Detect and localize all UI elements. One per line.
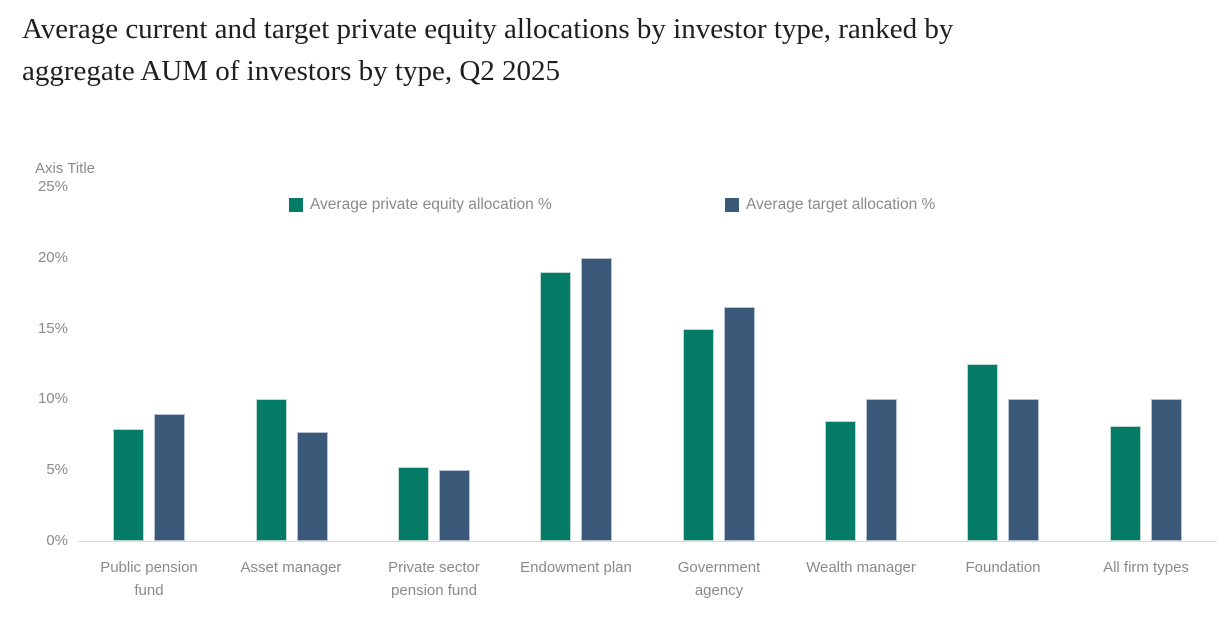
y-tick-label-20: 20% bbox=[37, 248, 68, 266]
y-tick-label-10: 10% bbox=[37, 390, 68, 408]
bar-target-wealth-manager[interactable] bbox=[866, 399, 897, 541]
y-tick-label-5: 5% bbox=[46, 461, 68, 479]
x-axis-line bbox=[78, 541, 1217, 542]
bar-target-private-sector-pension-fund[interactable] bbox=[439, 470, 470, 541]
legend-item-target-allocation[interactable]: Average target allocation % bbox=[725, 196, 935, 214]
y-tick-label-0: 0% bbox=[46, 532, 68, 549]
y-tick-label-15: 15% bbox=[37, 319, 68, 337]
bar-target-endowment-plan[interactable] bbox=[581, 258, 612, 541]
legend-swatch-icon bbox=[725, 198, 739, 212]
bar-current-foundation[interactable] bbox=[967, 364, 998, 541]
bar-current-government-agency[interactable] bbox=[683, 329, 714, 541]
bar-current-public-pension-fund[interactable] bbox=[113, 429, 144, 541]
bar-target-foundation[interactable] bbox=[1008, 399, 1039, 541]
y-tick-label-25: 25% bbox=[37, 178, 68, 195]
legend-item-current-allocation[interactable]: Average private equity allocation % bbox=[289, 196, 552, 214]
x-category-label-all-firm-types: All firm types bbox=[1103, 559, 1189, 576]
x-category-label-asset-manager: Asset manager bbox=[240, 559, 342, 576]
legend-label: Average target allocation % bbox=[746, 196, 936, 213]
chart-title: Average current and target private equit… bbox=[22, 8, 1172, 92]
bar-target-asset-manager[interactable] bbox=[297, 432, 328, 541]
bar-current-asset-manager[interactable] bbox=[256, 399, 287, 541]
x-category-label-endowment-plan: Endowment plan bbox=[520, 559, 632, 576]
bar-current-endowment-plan[interactable] bbox=[540, 272, 571, 541]
chart-title-line1: Average current and target private equit… bbox=[22, 13, 954, 45]
x-category-label-public-pension-fund: Public pension fund bbox=[100, 559, 198, 599]
x-category-label-foundation: Foundation bbox=[965, 559, 1041, 576]
bar-target-all-firm-types[interactable] bbox=[1151, 399, 1182, 541]
bar-current-private-sector-pension-fund[interactable] bbox=[398, 467, 429, 541]
bar-current-all-firm-types[interactable] bbox=[1110, 426, 1141, 541]
x-category-label-private-sector-pension-fund: Private sector pension fund bbox=[388, 559, 480, 599]
chart-title-line2: aggregate AUM of investors by type, Q2 2… bbox=[22, 55, 561, 87]
x-category-label-government-agency: Government agency bbox=[677, 559, 761, 599]
bar-current-wealth-manager[interactable] bbox=[825, 421, 856, 541]
y-axis-title: Axis Title bbox=[35, 160, 96, 177]
bar-target-government-agency[interactable] bbox=[724, 307, 755, 541]
legend-swatch-icon bbox=[289, 198, 303, 212]
x-category-label-wealth-manager: Wealth manager bbox=[806, 559, 916, 576]
bar-target-public-pension-fund[interactable] bbox=[154, 414, 185, 541]
legend-label: Average private equity allocation % bbox=[310, 196, 552, 213]
